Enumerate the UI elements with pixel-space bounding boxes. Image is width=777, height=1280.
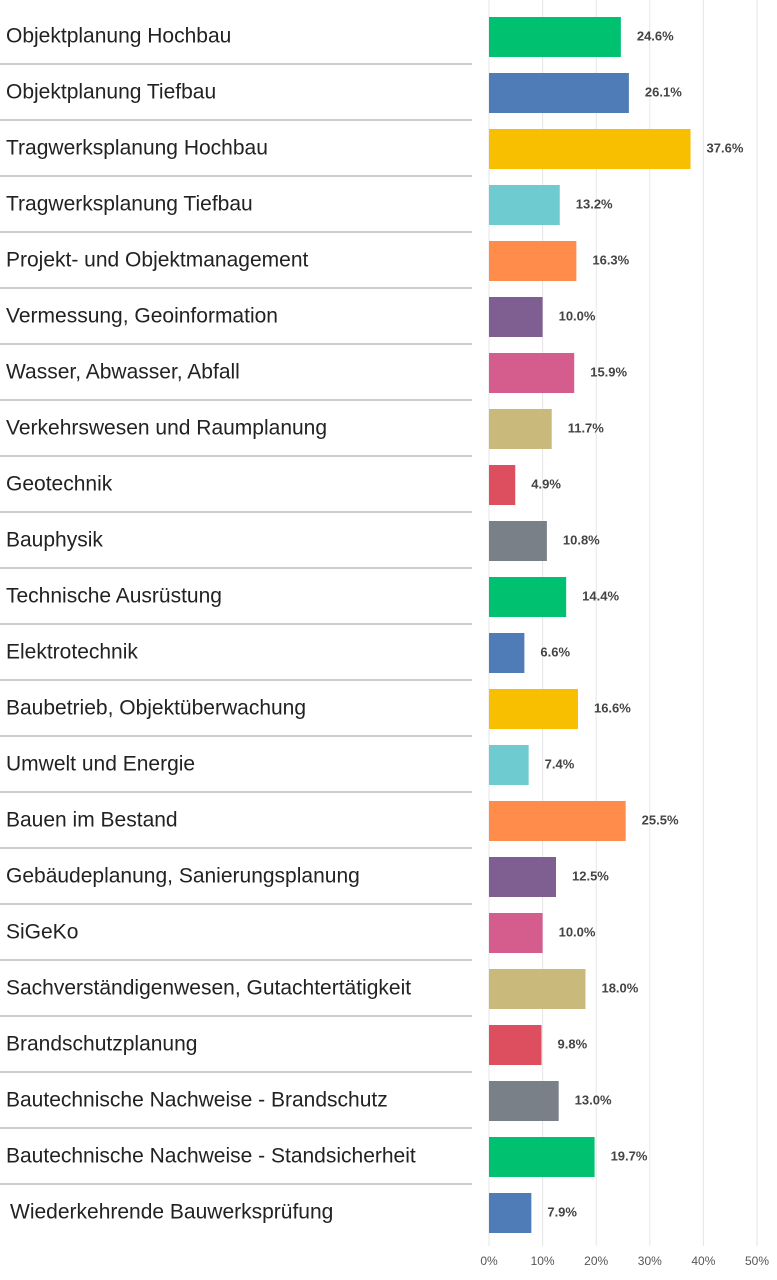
value-label: 26.1% [645, 84, 682, 99]
category-label: Umwelt und Energie [6, 753, 195, 776]
bar [489, 577, 567, 617]
bar [489, 857, 556, 897]
category-label: Tragwerksplanung Hochbau [6, 137, 268, 160]
value-label: 19.7% [611, 1148, 648, 1163]
bar [489, 969, 586, 1009]
bar [489, 353, 575, 393]
x-tick-label: 40% [691, 1254, 715, 1268]
bar [489, 745, 529, 785]
category-label: Bauphysik [6, 529, 103, 552]
value-label: 4.9% [531, 476, 561, 491]
category-label: Bautechnische Nachweise - Brandschutz [6, 1089, 388, 1112]
category-label: Verkehrswesen und Raumplanung [6, 417, 327, 440]
category-label: Tragwerksplanung Tiefbau [6, 193, 253, 216]
bar [489, 633, 525, 673]
value-label: 7.9% [547, 1204, 577, 1219]
bar [489, 521, 547, 561]
value-label: 9.8% [558, 1036, 588, 1051]
value-label: 13.2% [576, 196, 613, 211]
category-label: Baubetrieb, Objektüberwachung [6, 697, 306, 720]
value-label: 7.4% [545, 756, 575, 771]
value-label: 18.0% [601, 980, 638, 995]
bar [489, 1193, 532, 1233]
value-label: 24.6% [637, 28, 674, 43]
x-tick-label: 10% [531, 1254, 555, 1268]
bar [489, 297, 543, 337]
bar [489, 17, 621, 57]
value-label: 25.5% [642, 812, 679, 827]
category-label: Brandschutzplanung [6, 1033, 197, 1056]
bar [489, 129, 691, 169]
value-label: 13.0% [575, 1092, 612, 1107]
value-label: 10.0% [559, 924, 596, 939]
category-label: Gebäudeplanung, Sanierungsplanung [6, 865, 360, 888]
bar [489, 689, 578, 729]
category-label: Bauen im Bestand [6, 809, 178, 832]
category-label: Wiederkehrende Bauwerksprüfung [10, 1201, 333, 1224]
bar [489, 1137, 595, 1177]
value-label: 16.3% [592, 252, 629, 267]
category-label: Vermessung, Geoinformation [6, 305, 278, 328]
category-label: Geotechnik [6, 473, 113, 496]
bar [489, 1025, 542, 1065]
value-label: 16.6% [594, 700, 631, 715]
value-label: 12.5% [572, 868, 609, 883]
bar [489, 73, 629, 113]
bar [489, 465, 516, 505]
bar [489, 409, 552, 449]
category-label: Objektplanung Hochbau [6, 25, 231, 48]
bar [489, 801, 626, 841]
category-label: Elektrotechnik [6, 641, 138, 664]
bar [489, 1081, 559, 1121]
category-label: Projekt- und Objektmanagement [6, 249, 308, 272]
x-tick-label: 30% [638, 1254, 662, 1268]
value-label: 11.7% [568, 420, 605, 435]
x-tick-label: 20% [584, 1254, 608, 1268]
category-label: Bautechnische Nachweise - Standsicherhei… [6, 1145, 416, 1168]
value-label: 15.9% [590, 364, 627, 379]
category-label: Wasser, Abwasser, Abfall [6, 361, 240, 384]
category-label: Objektplanung Tiefbau [6, 81, 216, 104]
bar [489, 185, 560, 225]
x-tick-label: 50% [745, 1254, 769, 1268]
value-label: 6.6% [540, 644, 570, 659]
category-label: SiGeKo [6, 921, 78, 944]
bar [489, 241, 577, 281]
bar [489, 913, 543, 953]
value-label: 10.0% [559, 308, 596, 323]
value-label: 14.4% [582, 588, 619, 603]
category-label: Technische Ausrüstung [6, 585, 222, 608]
category-label: Sachverständigenwesen, Gutachtertätigkei… [6, 977, 411, 1000]
value-label: 10.8% [563, 532, 600, 547]
x-tick-label: 0% [480, 1254, 498, 1268]
value-label: 37.6% [707, 140, 744, 155]
